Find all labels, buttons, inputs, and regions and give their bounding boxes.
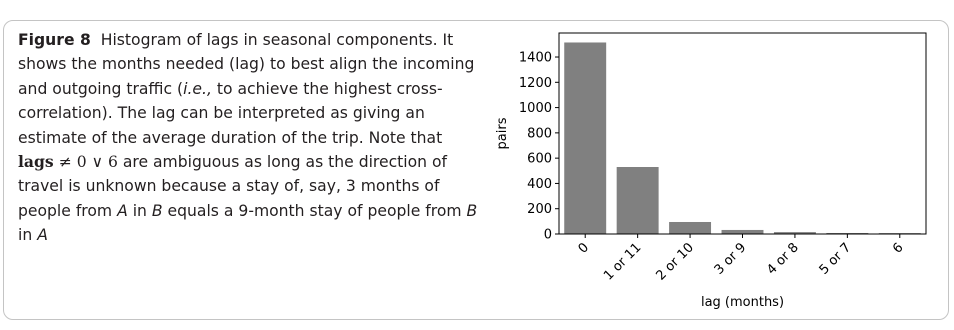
figure-frame (3, 20, 949, 320)
caption-var-b: B (151, 201, 163, 220)
bar-2 (669, 221, 712, 234)
x-tick-label: 2 or 10 (653, 240, 696, 283)
y-tick-label: 1200 (519, 76, 552, 91)
bar-1 (616, 167, 659, 234)
caption-var-a: A (37, 226, 48, 245)
bar-3 (721, 229, 764, 234)
x-tick-label: 4 or 8 (764, 240, 802, 278)
caption-text: Histogram of lags in seasonal components… (18, 31, 475, 98)
caption-italic-ie: i.e., (183, 79, 212, 98)
figure-caption: Figure 8 Histogram of lags in seasonal c… (18, 28, 478, 248)
x-tick-label: 1 or 11 (601, 240, 644, 283)
y-tick-label: 800 (527, 126, 552, 141)
x-tick-label: 0 (576, 240, 592, 256)
bar-4 (773, 232, 816, 234)
x-axis: 0 1 or 11 2 or 10 3 or 9 4 or 8 5 or 7 6 (576, 234, 907, 284)
bar-0 (564, 42, 607, 234)
caption-text: equals a 9-month stay of people from (162, 201, 467, 220)
x-tick-label: 3 or 9 (712, 240, 750, 278)
y-tick-label: 400 (527, 177, 552, 192)
caption-text: to achieve the highest cross-correlation… (18, 79, 443, 147)
caption-text: in (18, 226, 38, 245)
plot-frame (558, 32, 927, 235)
bars-group (564, 42, 921, 234)
figure-label: Figure 8 (18, 31, 91, 49)
bar-5 (826, 232, 869, 234)
caption-var-a: A (117, 201, 128, 220)
y-tick-label: 0 (544, 228, 552, 243)
caption-math: lags ≠ 0 ∨ 6 (18, 152, 118, 172)
x-tick-label: 6 (890, 240, 906, 256)
y-tick-label: 1400 (519, 51, 552, 66)
caption-text: in (127, 201, 152, 220)
lag-histogram-chart: 0 200 400 600 800 1000 1200 1400 0 1 or 11 2 or 1… (495, 32, 927, 310)
y-tick-label: 200 (527, 202, 552, 217)
y-tick-label: 1000 (519, 101, 552, 116)
caption-math-condition: ≠ 0 ∨ 6 (53, 153, 118, 172)
x-axis-label: lag (months) (701, 295, 784, 310)
caption-math-lags: lags (18, 152, 54, 172)
y-axis-label: pairs (495, 117, 510, 149)
caption-var-b: B (466, 201, 478, 220)
y-axis: 0 200 400 600 800 1000 1200 1400 (519, 51, 559, 243)
y-tick-label: 600 (527, 152, 552, 167)
x-tick-label: 5 or 7 (817, 240, 855, 278)
caption-text: are ambiguous as long as the direction o… (18, 153, 448, 220)
